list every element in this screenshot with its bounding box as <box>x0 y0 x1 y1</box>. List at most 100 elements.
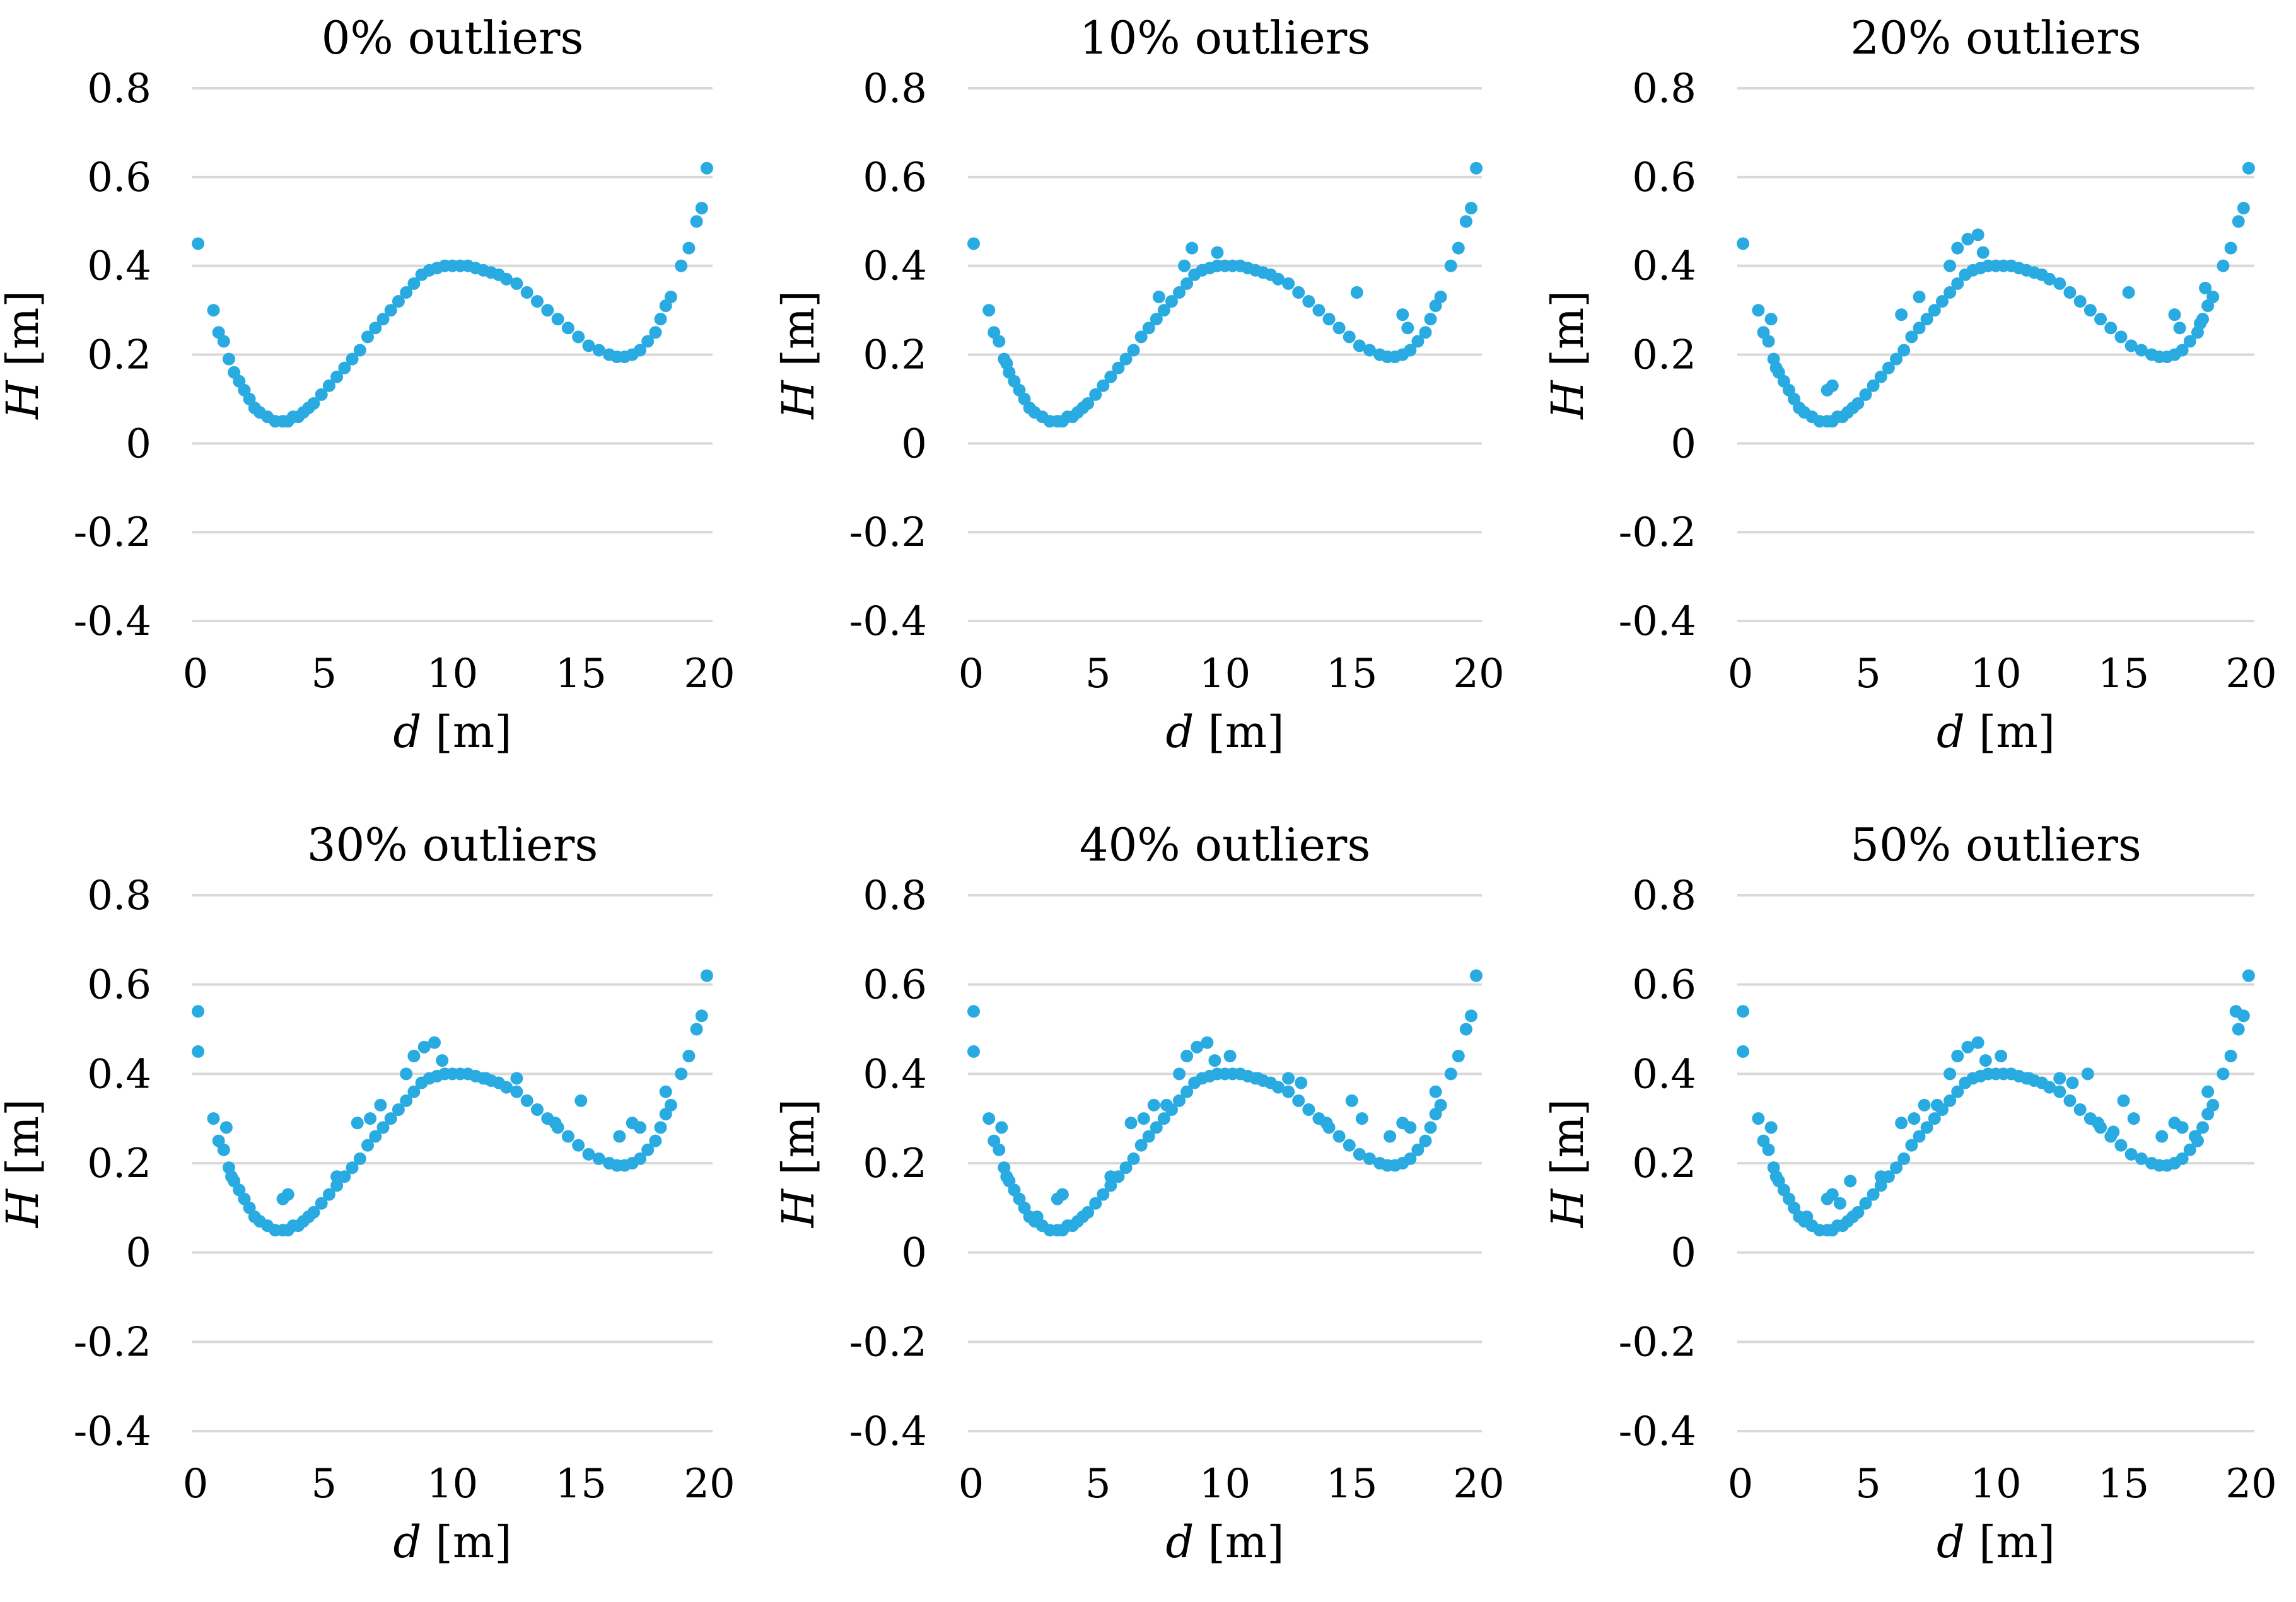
data-point <box>1859 388 1872 401</box>
data-point <box>675 1067 688 1081</box>
y-tick-label: 0.4 <box>87 243 151 290</box>
data-point <box>2122 286 2135 299</box>
data-point <box>1762 335 1775 348</box>
data-point <box>315 1197 328 1210</box>
x-axis-label: d [m] <box>1165 706 1284 758</box>
chart-title: 20% outliers <box>1850 11 2142 64</box>
y-axis-label: H [m] <box>772 1099 824 1229</box>
y-axis-label: H [m] <box>1542 290 1594 420</box>
data-point <box>1895 1117 1908 1130</box>
data-point <box>1165 295 1178 308</box>
data-point <box>1150 1121 1163 1134</box>
data-point <box>1867 379 1880 392</box>
data-point <box>1292 1094 1305 1107</box>
data-point <box>338 361 351 374</box>
x-tick-label: 10 <box>1970 651 2021 697</box>
data-point <box>1943 286 1957 299</box>
data-point <box>479 1072 492 1085</box>
data-point <box>2022 1072 2036 1085</box>
data-point <box>1384 1130 1397 1143</box>
data-point <box>1867 1188 1880 1201</box>
data-point <box>1951 277 1964 290</box>
data-point <box>2117 1094 2130 1107</box>
data-point <box>2092 1117 2104 1130</box>
data-point <box>641 335 655 348</box>
data-point <box>1976 246 1990 259</box>
data-point <box>1404 1121 1417 1134</box>
data-point <box>2224 241 2237 255</box>
data-point <box>574 1094 588 1107</box>
data-point <box>1469 161 1483 175</box>
data-point <box>993 335 1006 348</box>
data-point <box>2206 1098 2220 1112</box>
data-point <box>1157 1112 1170 1125</box>
data-point <box>690 1023 703 1036</box>
data-point <box>1979 1054 1992 1067</box>
data-point <box>1104 1170 1117 1183</box>
data-point <box>1211 246 1224 259</box>
data-point <box>613 1130 626 1143</box>
data-point <box>428 1036 441 1049</box>
data-point <box>1345 1094 1358 1107</box>
data-point <box>659 1085 672 1098</box>
x-axis-label: d [m] <box>1165 1516 1284 1568</box>
data-point <box>2183 335 2196 348</box>
data-point <box>1396 308 1409 322</box>
y-tick-label: 0.6 <box>863 154 927 201</box>
data-point <box>1826 379 1839 392</box>
y-tick-label: -0.2 <box>1619 509 1696 556</box>
data-point <box>1764 1121 1778 1134</box>
data-point <box>392 295 405 308</box>
data-point <box>281 1188 294 1201</box>
data-point <box>1119 352 1133 366</box>
chart-panel-5: 50% outliers 0.8 0.6 0.4 0.2 0 -0.2 -0.4 0 5 10 15 2… <box>1542 818 2277 1568</box>
y-tick-label: -0.4 <box>1619 1408 1696 1455</box>
data-point <box>1762 1143 1775 1156</box>
x-tick-label: 15 <box>1326 1461 1377 1507</box>
data-point <box>2081 1067 2094 1081</box>
data-point <box>307 397 320 410</box>
data-point <box>664 290 677 303</box>
data-point <box>369 322 382 335</box>
y-tick-label: 0.6 <box>863 962 927 1009</box>
data-point <box>1930 1098 1943 1112</box>
data-point <box>217 1143 230 1156</box>
data-point <box>1943 259 1957 272</box>
data-point <box>1322 313 1336 326</box>
data-point <box>384 304 397 317</box>
data-point <box>1355 1112 1368 1125</box>
data-point <box>967 237 981 250</box>
data-point <box>1943 1094 1957 1107</box>
data-point <box>330 1170 344 1183</box>
data-point <box>1208 1054 1221 1067</box>
data-point <box>1769 1170 1783 1183</box>
data-point <box>561 322 574 335</box>
data-point <box>1343 330 1356 344</box>
x-tick-label: 0 <box>1728 651 1754 697</box>
data-point <box>1971 1036 1984 1049</box>
chart-panel-0: 0% outliers 0.8 0.6 0.4 0.2 0 -0.2 -0.4 0 5 10 15 20… <box>0 11 735 758</box>
data-point <box>2176 1152 2189 1165</box>
y-tick-label: -0.2 <box>849 509 927 556</box>
data-point <box>1452 1050 1465 1062</box>
data-point <box>361 330 375 344</box>
x-tick-label: 10 <box>1199 651 1250 697</box>
data-point <box>1030 1210 1044 1223</box>
data-point <box>649 1134 662 1147</box>
y-axis-label: H [m] <box>1542 1099 1594 1229</box>
data-point <box>1157 304 1170 317</box>
data-point <box>2107 1125 2120 1139</box>
x-tick-label: 5 <box>1855 1461 1881 1507</box>
data-point <box>2176 1121 2189 1134</box>
y-tick-label: 0 <box>901 421 927 467</box>
data-point <box>982 1112 996 1125</box>
x-axis-label: d [m] <box>1937 706 2055 758</box>
x-tick-label: 0 <box>1728 1461 1754 1507</box>
data-point <box>1312 304 1326 317</box>
data-point <box>2135 1152 2148 1165</box>
data-point <box>1134 1139 1148 1152</box>
y-tick-label: 0.8 <box>1632 66 1696 112</box>
y-tick-label: 0 <box>125 421 151 467</box>
y-tick-label: 0.2 <box>1632 1141 1696 1187</box>
data-point <box>225 1170 238 1183</box>
